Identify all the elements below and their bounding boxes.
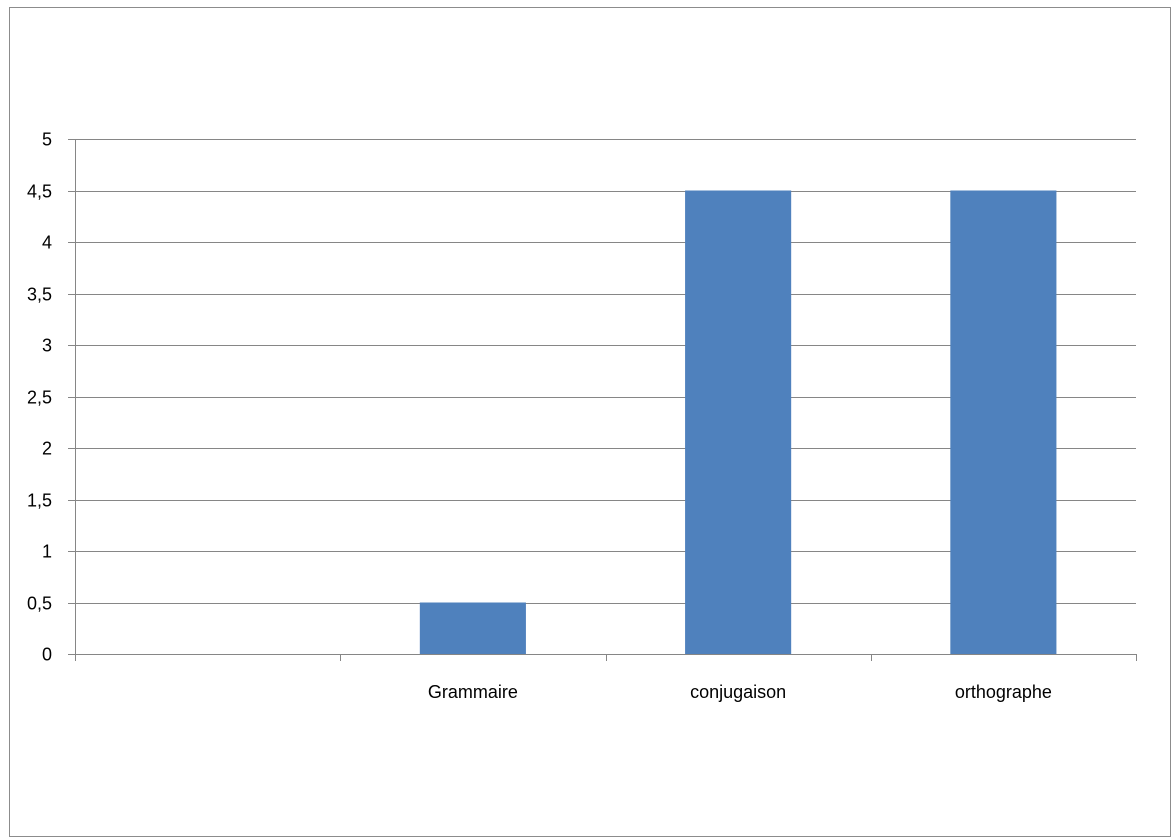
y-tick-label: 3,5: [27, 285, 52, 305]
y-tick-label: 0: [42, 645, 52, 665]
y-tick-label: 3: [42, 336, 52, 356]
bars: [419, 190, 1057, 654]
y-tick-labels: 0 0,5 1 1,5 2 2,5 3 3,5 4 4,5 5: [27, 130, 52, 665]
y-tick-label: 4,5: [27, 182, 52, 202]
bar: [950, 190, 1057, 654]
y-tick-label: 1: [42, 542, 52, 562]
y-tick-label: 1,5: [27, 491, 52, 511]
x-tick-label: Grammaire: [428, 682, 518, 702]
axes: [68, 139, 1137, 661]
y-tick-label: 4: [42, 233, 52, 253]
bar: [685, 190, 792, 654]
y-tick-label: 2: [42, 439, 52, 459]
y-tick-label: 5: [42, 130, 52, 150]
y-tick-label: 2,5: [27, 388, 52, 408]
x-tick-label: conjugaison: [690, 682, 786, 702]
y-tick-label: 0,5: [27, 594, 52, 614]
x-tick-label: orthographe: [955, 682, 1052, 702]
x-tick-labels: Grammaire conjugaison orthographe: [428, 682, 1052, 702]
bar: [419, 602, 526, 654]
